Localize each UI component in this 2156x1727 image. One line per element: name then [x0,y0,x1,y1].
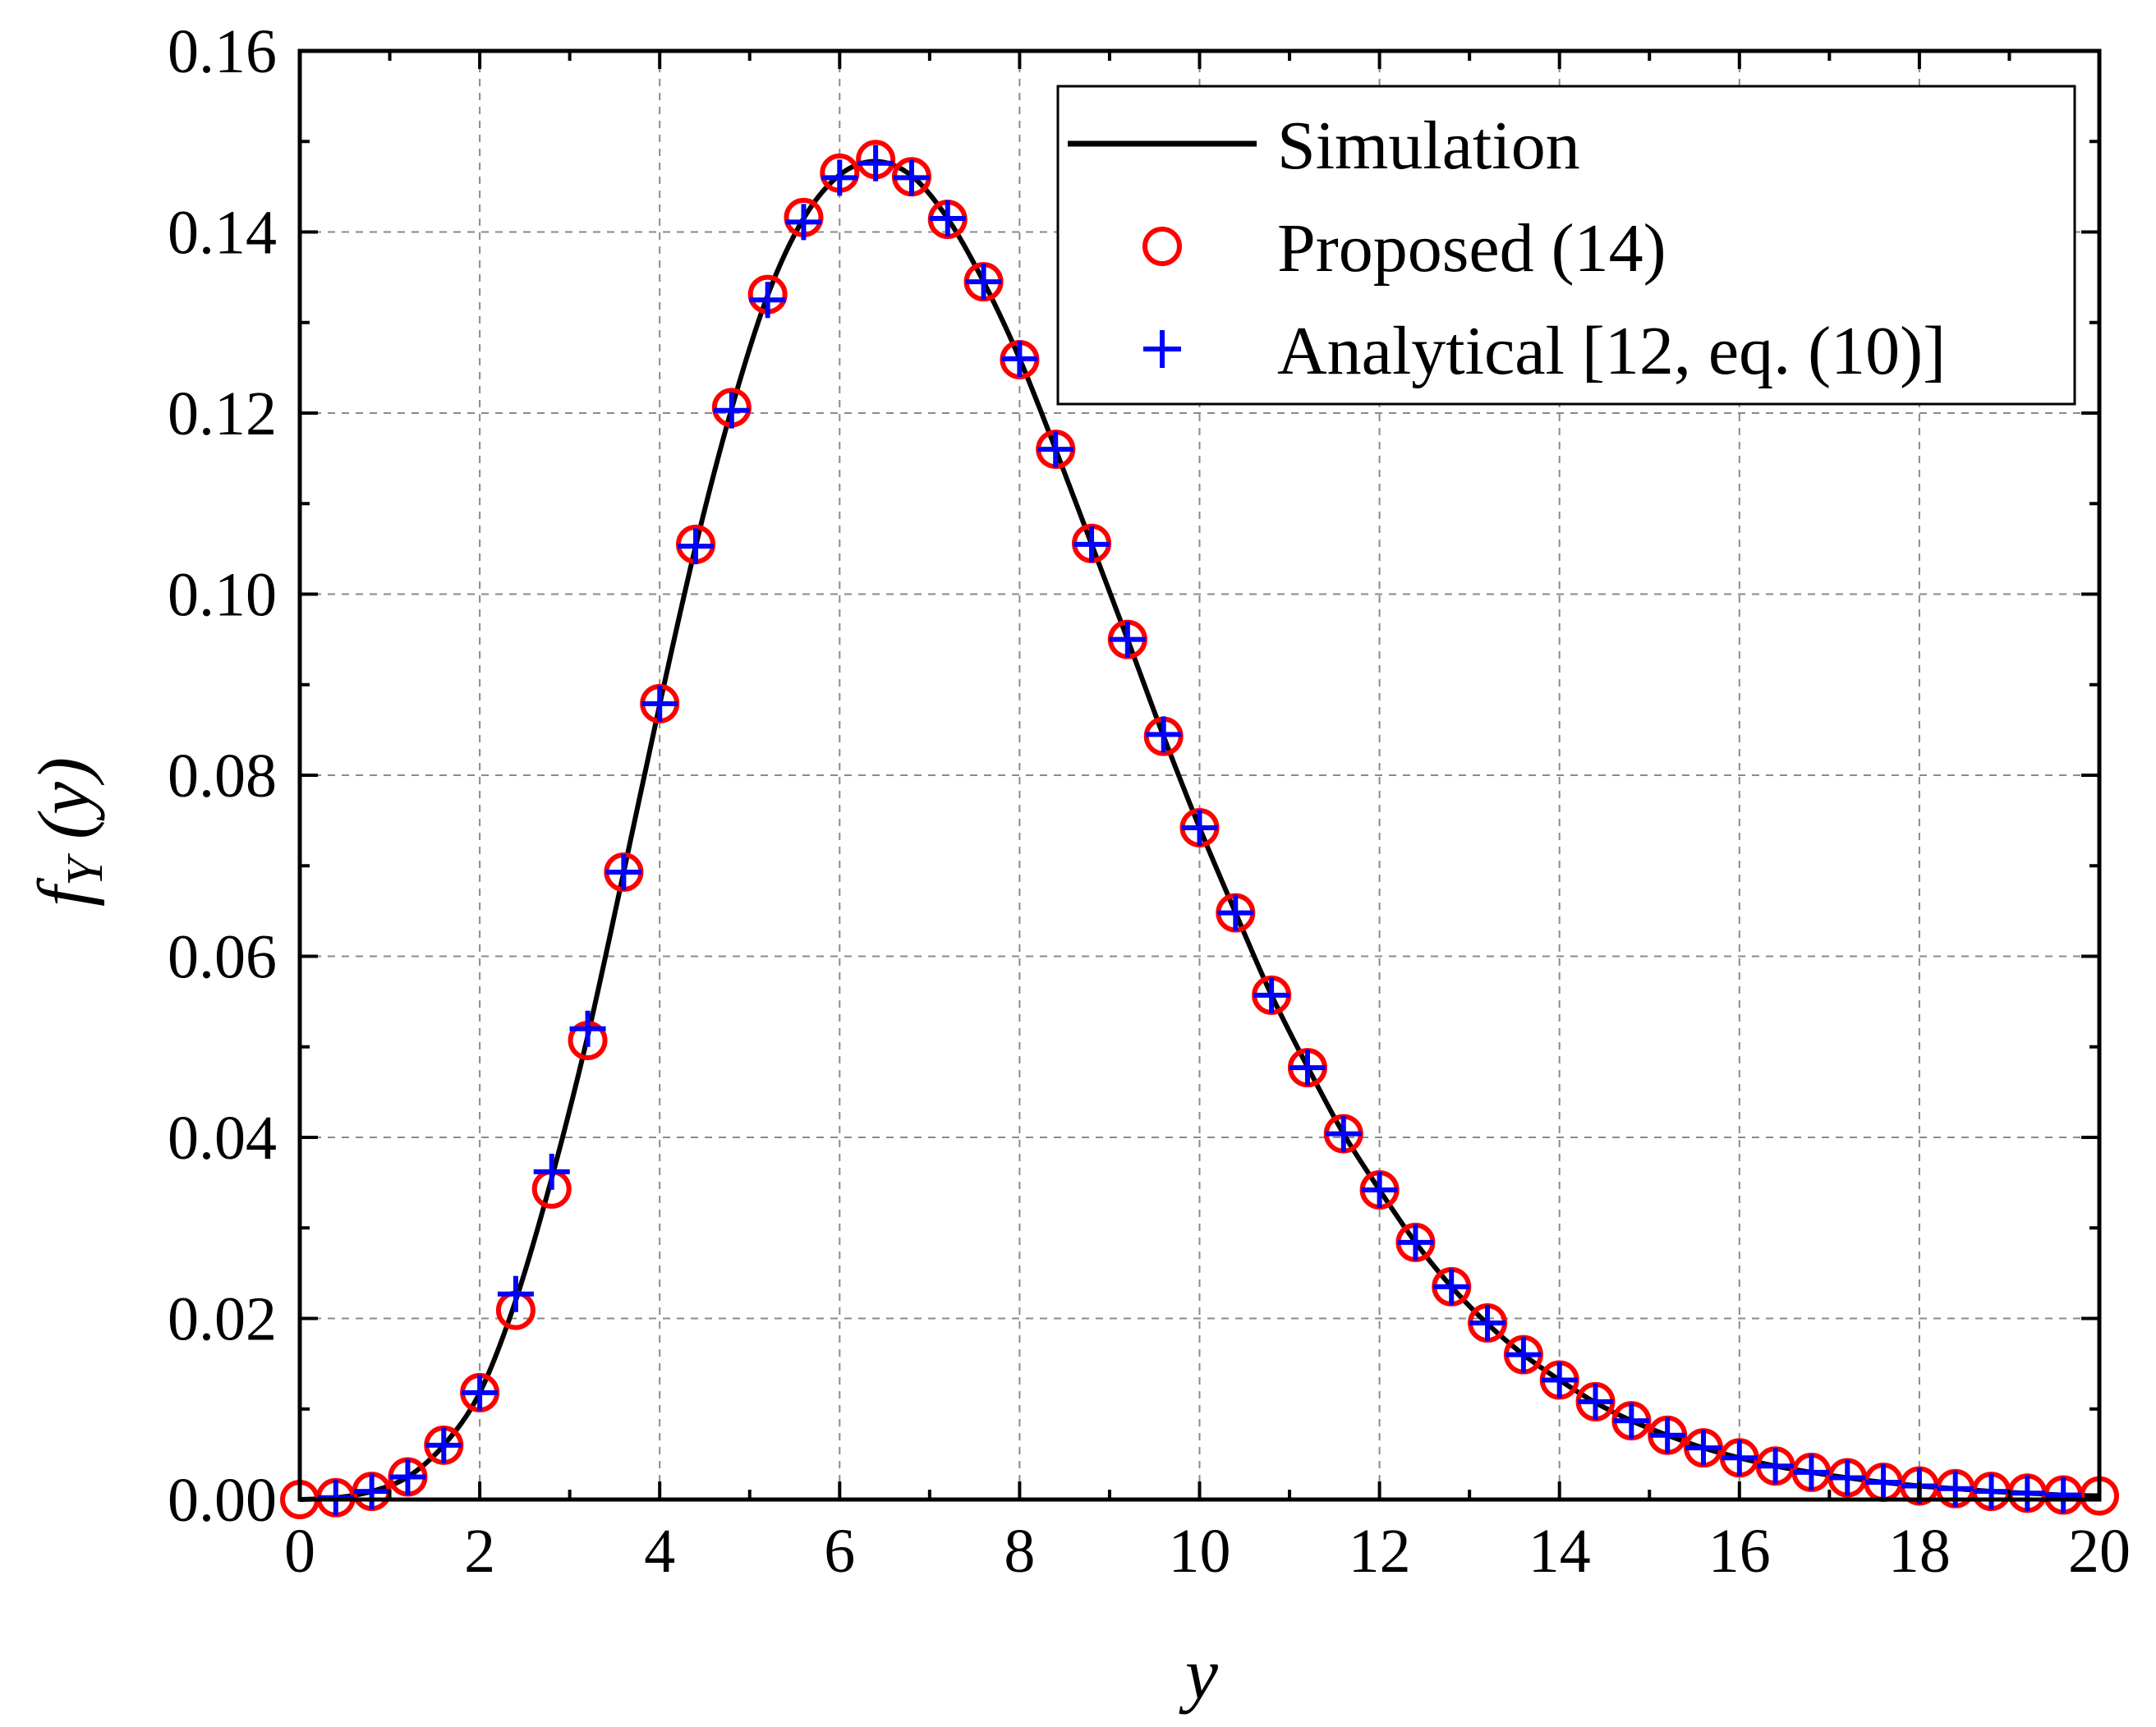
analytical-point [641,685,678,722]
y-axis-label-arg: (y) [24,757,105,857]
legend-box [1056,85,2076,406]
analytical-point [1973,1473,2010,1510]
analytical-point [678,528,715,565]
tick-labels: 0 2 4 6 8 10 12 14 16 18 20 0.00 0.02 0.04 0.06 0.08 0.1… [168,17,2131,1586]
analytical-point [1829,1459,1866,1496]
legend-analytical-label: Analytical [12, eq. (10)] [1277,313,1946,389]
x-tick-label: 12 [1349,1517,1411,1586]
x-tick-label: 4 [644,1517,675,1586]
analytical-point [713,392,750,429]
analytical-point [1433,1268,1470,1305]
analytical-point [1145,716,1182,753]
x-tick-label: 16 [1708,1517,1771,1586]
analytical-point [1541,1362,1578,1399]
analytical-point [965,264,1002,301]
y-tick-label: 0.02 [168,1285,277,1354]
analytical-point [785,204,822,241]
analytical-point [1577,1383,1614,1420]
analytical-point [1073,526,1110,563]
svg-text:fY (y): fY (y) [24,757,113,907]
analytical-point [1109,621,1146,658]
analytical-point [893,159,930,196]
x-tick-label: 8 [1004,1517,1035,1586]
x-axis-label: y [1179,1633,1218,1715]
analytical-point [1253,976,1290,1013]
analytical-point [821,159,858,196]
analytical-point [1757,1448,1794,1485]
analytical-point [1649,1417,1686,1454]
analytical-point [1721,1440,1758,1477]
analytical-point [1001,340,1038,377]
x-tick-label: 6 [824,1517,855,1586]
analytical-point [2045,1477,2082,1513]
x-tick-label: 10 [1169,1517,1231,1586]
analytical-point [749,282,786,319]
analytical-point [1361,1171,1398,1208]
analytical-point [2009,1475,2046,1512]
analytical-point [1217,894,1254,931]
analytical-point [1613,1403,1650,1440]
legend-proposed-swatch [1142,227,1182,266]
analytical-point [1685,1430,1722,1467]
y-tick-label: 0.06 [168,923,277,992]
y-tick-label: 0.14 [168,199,277,268]
analytical-point [605,853,642,890]
analytical-point [533,1153,570,1190]
series-layer [280,140,2119,1519]
analytical-point [857,145,894,181]
y-tick-label: 0.08 [168,742,277,811]
legend: Simulation Proposed (14) Analytical [12,… [1056,85,2076,406]
analytical-point [1181,809,1218,846]
y-axis-label-sub: Y [57,853,113,886]
analytical-point [389,1458,426,1495]
y-tick-label: 0.16 [168,17,277,86]
y-tick-label: 0.00 [168,1466,277,1535]
y-tick-label: 0.04 [168,1104,277,1173]
analytical-point [497,1275,534,1312]
analytical-point [1865,1464,1902,1501]
analytical-point [1469,1305,1506,1342]
y-tick-label: 0.12 [168,379,277,448]
analytical-point [1325,1115,1362,1152]
analytical-point [569,1010,606,1047]
x-tick-label: 14 [1529,1517,1591,1586]
y-tick-label: 0.10 [168,561,277,630]
analytical-point [462,1374,499,1411]
analytical-point [929,200,966,237]
legend-analytical-swatch [1143,330,1181,368]
legend-simulation-label: Simulation [1277,108,1580,184]
ticks [298,49,2101,1501]
analytical-point [425,1426,462,1463]
analytical-point [1397,1224,1434,1261]
legend-proposed-label: Proposed (14) [1277,210,1666,287]
analytical-point [353,1473,390,1510]
analytical-point [1793,1454,1830,1490]
x-tick-label: 20 [2068,1517,2131,1586]
analytical-point [1505,1336,1542,1373]
x-tick-label: 18 [1888,1517,1951,1586]
x-tick-label: 0 [284,1517,315,1586]
analytical-point [1037,431,1074,468]
x-tick-label: 2 [464,1517,495,1586]
analytical-point [1289,1050,1326,1086]
y-axis-label: fY (y) [24,757,113,907]
